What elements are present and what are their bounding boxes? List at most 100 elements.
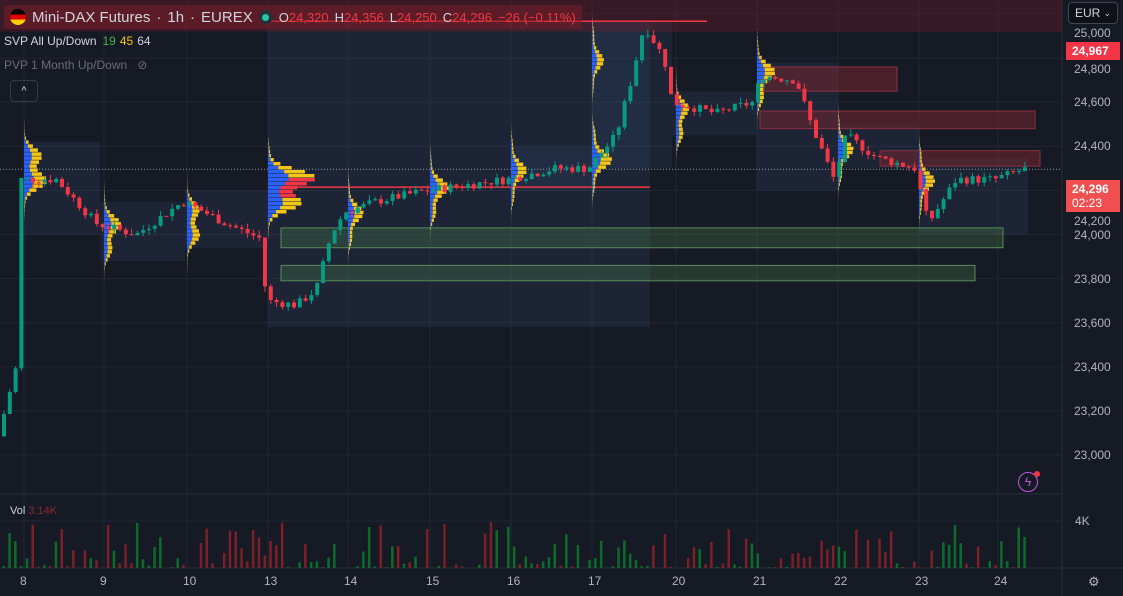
candle-body xyxy=(889,158,894,165)
profile-bar-up xyxy=(592,177,594,181)
candle-body xyxy=(790,80,795,84)
bar-countdown: 02:23 xyxy=(1072,196,1103,210)
svp-value-2: 45 xyxy=(119,34,134,48)
profile-bar-up xyxy=(676,127,679,131)
currency-value: EUR xyxy=(1075,6,1101,20)
settings-gear-icon[interactable]: ⚙ xyxy=(1088,574,1100,589)
profile-bar-up xyxy=(838,126,839,131)
profile-bar-up xyxy=(592,193,593,197)
candle-body xyxy=(437,185,441,190)
profile-bar-up xyxy=(348,202,353,207)
profile-bar-value-area xyxy=(350,198,354,203)
candle-body xyxy=(326,243,331,262)
lightning-alert-icon[interactable]: ϟ xyxy=(1018,471,1040,492)
candle-body xyxy=(500,177,505,185)
volume-bar xyxy=(715,566,719,568)
candle-body xyxy=(761,80,766,84)
profile-bar-up xyxy=(24,200,25,204)
profile-bar-value-area xyxy=(278,189,293,194)
volume-legend[interactable]: Vol 3.14K xyxy=(10,505,57,517)
profile-bar-up xyxy=(268,189,279,194)
profile-bar-value-area xyxy=(759,55,762,60)
symbol-legend[interactable]: Mini-DAX Futures · 1h · EUREX O24,320 H24,… xyxy=(4,5,582,29)
candle-body xyxy=(303,298,308,301)
profile-bar-value-area xyxy=(24,204,25,208)
profile-bar-value-area xyxy=(925,183,934,187)
profile-bar-up xyxy=(268,193,281,198)
volume-bar xyxy=(646,565,649,568)
candle-body xyxy=(170,208,175,217)
profile-bar-value-area xyxy=(844,150,853,155)
candle-body xyxy=(831,161,836,177)
volume-bar xyxy=(170,567,174,568)
volume-bar xyxy=(965,563,968,568)
candle-body xyxy=(558,165,563,169)
candle-body xyxy=(785,80,789,82)
candle-body xyxy=(31,177,35,183)
volume-bar xyxy=(263,555,266,568)
candle-body xyxy=(425,190,430,192)
volume-bar xyxy=(640,566,643,568)
profile-bar-up xyxy=(268,213,273,218)
profile-bar-up xyxy=(24,172,32,176)
profile-bar-value-area xyxy=(593,46,597,50)
profile-bar-up xyxy=(838,150,845,155)
profile-bar-value-area xyxy=(511,202,513,207)
profile-bar-value-area xyxy=(511,146,514,151)
profile-bar-value-area xyxy=(268,149,271,154)
volume-bar xyxy=(773,567,777,568)
profile-bar-value-area xyxy=(599,153,610,157)
candle-body xyxy=(106,227,111,229)
candle-body xyxy=(657,42,662,49)
candle-body xyxy=(54,178,59,183)
candle-body xyxy=(524,179,528,181)
candle-body xyxy=(332,230,337,244)
profile-bar-value-area xyxy=(348,190,350,195)
pvp-name[interactable]: PVP 1 Month Up/Down xyxy=(4,58,128,72)
profile-bar-up xyxy=(187,245,190,249)
profile-bar-value-area xyxy=(268,221,270,226)
profile-bar-value-area xyxy=(192,229,199,233)
svp-name[interactable]: SVP All Up/Down xyxy=(4,34,97,48)
volume-bar xyxy=(826,549,829,568)
profile-bar-up xyxy=(757,79,762,84)
profile-bar-value-area xyxy=(29,164,37,168)
profile-bar-up xyxy=(268,149,269,154)
profile-bar-value-area xyxy=(351,222,356,227)
profile-bar-value-area xyxy=(350,226,353,231)
currency-select[interactable]: EUR ⌄ xyxy=(1068,2,1118,24)
profile-bar-up xyxy=(430,202,433,206)
profile-bar-value-area xyxy=(106,210,110,214)
candle-body xyxy=(645,35,650,37)
pvp-legend[interactable]: PVP 1 Month Up/Down ⊘ xyxy=(4,58,147,72)
svp-legend[interactable]: SVP All Up/Down 19 45 64 xyxy=(4,34,151,48)
collapse-legend-button[interactable]: ^ xyxy=(10,80,38,102)
profile-bar-value-area xyxy=(348,178,350,183)
profile-bar-up xyxy=(592,145,596,149)
profile-bar-up xyxy=(592,62,597,66)
volume-bar xyxy=(54,541,58,568)
volume-bar xyxy=(19,566,23,568)
symbol-name[interactable]: Mini-DAX Futures xyxy=(32,8,151,26)
volume-bar xyxy=(953,525,957,568)
candle-body xyxy=(402,191,407,199)
volume-bar xyxy=(251,530,255,568)
profile-bar-value-area xyxy=(512,190,515,195)
profile-bar-value-area xyxy=(600,161,611,165)
profile-bar-up xyxy=(430,186,439,190)
profile-bar-up xyxy=(430,170,432,174)
volume-bar xyxy=(918,567,922,568)
interval[interactable]: 1h xyxy=(167,8,185,26)
volume-bar xyxy=(60,528,63,568)
volume-bar xyxy=(779,558,783,568)
candle-body xyxy=(669,66,673,95)
hidden-eye-icon[interactable]: ⊘ xyxy=(137,58,148,72)
separator: · xyxy=(156,8,162,26)
profile-bar-up xyxy=(838,130,840,135)
volume-bar xyxy=(837,546,841,568)
profile-bar-value-area xyxy=(681,111,688,115)
profile-bar-value-area xyxy=(925,175,934,179)
candle-body xyxy=(48,180,53,183)
price-tick-label: 25,000 xyxy=(1074,26,1111,40)
